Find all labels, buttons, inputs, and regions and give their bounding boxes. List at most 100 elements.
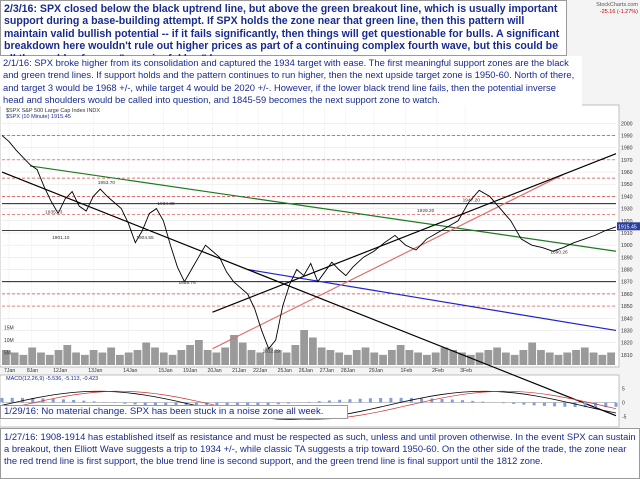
macd-histogram-bar <box>501 402 505 404</box>
last-price-box <box>617 222 640 231</box>
x-tick-label: 28Jan <box>341 368 355 374</box>
volume-bar <box>589 352 598 365</box>
macd-histogram-bar <box>31 398 35 403</box>
price-annotation: 1856.76 <box>178 280 196 286</box>
macd-histogram-bar <box>184 402 188 407</box>
price-annotation: 1934.88 <box>157 201 175 207</box>
y-tick-label: 1870 <box>621 280 633 286</box>
volume-bar <box>282 352 291 365</box>
volume-bar <box>449 350 458 365</box>
volume-tick-label: 15M <box>4 326 14 332</box>
volume-bar <box>168 355 177 365</box>
volume-bar <box>335 352 344 365</box>
volume-bar <box>203 350 212 365</box>
volume-bar <box>370 352 379 365</box>
macd-histogram-bar <box>276 402 280 405</box>
y-tick-label: 1890 <box>621 255 633 261</box>
macd-histogram-bar <box>368 398 372 403</box>
volume-bar <box>528 342 537 365</box>
macd-histogram-bar <box>614 402 618 407</box>
price-series-line <box>1 135 617 350</box>
y-tick-label: 1920 <box>621 219 633 225</box>
note-2-3-16: 2/3/16: SPX closed below the black uptre… <box>0 0 567 65</box>
x-tick-label: 8Jan <box>27 368 38 374</box>
macd-histogram-bar <box>174 402 178 407</box>
x-tick-label: 12Jan <box>53 368 67 374</box>
chart-title: $SPX S&P 500 Large Cap Index INDX <box>6 108 101 114</box>
x-tick-label: 3Feb <box>460 368 472 374</box>
macd-histogram-bar <box>205 402 209 408</box>
volume-bar <box>230 335 238 365</box>
x-tick-label: 25Jan <box>278 368 292 374</box>
volume-bar <box>580 347 589 365</box>
trend-line <box>212 153 617 313</box>
macd-histogram-bar <box>512 402 516 404</box>
volume-bar <box>466 355 475 365</box>
volume-bar <box>265 347 273 365</box>
macd-histogram-bar <box>51 398 55 403</box>
volume-bar <box>221 347 230 365</box>
macd-histogram-bar <box>287 402 291 404</box>
volume-bar <box>493 347 501 365</box>
macd-histogram-bar <box>123 402 127 404</box>
volume-bar <box>405 350 414 365</box>
macd-tick-label: 5 <box>622 386 625 392</box>
macd-histogram-bar <box>154 402 157 406</box>
price-annotation: 1935.73 <box>45 209 63 215</box>
volume-bar <box>291 345 300 365</box>
volume-bar <box>159 352 168 365</box>
volume-bar <box>177 350 186 365</box>
y-tick-label: 1860 <box>621 292 633 298</box>
x-tick-label: 22Jan <box>253 368 267 374</box>
volume-bar <box>142 342 151 365</box>
macd-histogram-bar <box>92 401 96 403</box>
x-tick-label: 2Feb <box>432 368 444 374</box>
volume-bar <box>2 350 10 365</box>
main-plot-frame <box>0 104 620 368</box>
macd-histogram-bar <box>266 402 270 405</box>
trend-lines <box>1 153 617 417</box>
macd-histogram-bar <box>82 400 86 403</box>
y-tick-label: 1970 <box>621 158 633 164</box>
macd-histogram-bar <box>358 398 362 403</box>
macd-histogram-bar <box>563 402 567 407</box>
volume-bar <box>423 355 431 365</box>
macd-histogram-bar <box>583 402 587 408</box>
volume-bar <box>98 352 107 365</box>
volume-bar <box>72 352 80 365</box>
volume-bar <box>186 345 194 365</box>
volume-bar <box>414 352 423 365</box>
price-annotation: 1890.26 <box>550 250 568 256</box>
macd-histogram-bar <box>246 402 250 407</box>
volume-bar <box>352 350 361 365</box>
macd-histogram-bar <box>0 397 4 403</box>
price-annotation: 1904.55 <box>136 235 154 241</box>
macd-histogram-bar <box>235 402 239 407</box>
trend-line <box>212 173 564 350</box>
volume-bars: 15M 10M 5M <box>2 326 615 365</box>
macd-legend: MACD(12,26,9) -5.536, -5.113, -0.423 <box>6 376 99 382</box>
volume-bar <box>63 345 72 365</box>
volume-bar <box>80 355 89 365</box>
macd-histogram-bar <box>420 398 424 403</box>
volume-bar <box>124 352 133 365</box>
volume-bar <box>151 347 159 365</box>
x-tick-label: 13Jan <box>88 368 102 374</box>
volume-bar <box>116 355 124 365</box>
volume-bar <box>379 355 387 365</box>
macd-histogram-bar <box>317 401 321 403</box>
support-zones <box>2 135 616 307</box>
macd-histogram-bar <box>532 402 536 406</box>
y-tick-label: 1990 <box>621 133 633 139</box>
price-annotation: 1901.10 <box>52 235 70 241</box>
volume-bar <box>107 347 116 365</box>
y-tick-label: 1810 <box>621 353 633 359</box>
volume-bar <box>387 350 396 365</box>
macd-signal-line <box>1 390 617 420</box>
macd-histogram-bar <box>594 402 598 408</box>
note-1-29-16: 1/29/16: No material change. SPX has bee… <box>0 405 348 419</box>
y-tick-label: 1960 <box>621 170 633 176</box>
last-price-label: 1915.45 <box>618 224 637 230</box>
y-tick-label: 1930 <box>621 207 633 213</box>
